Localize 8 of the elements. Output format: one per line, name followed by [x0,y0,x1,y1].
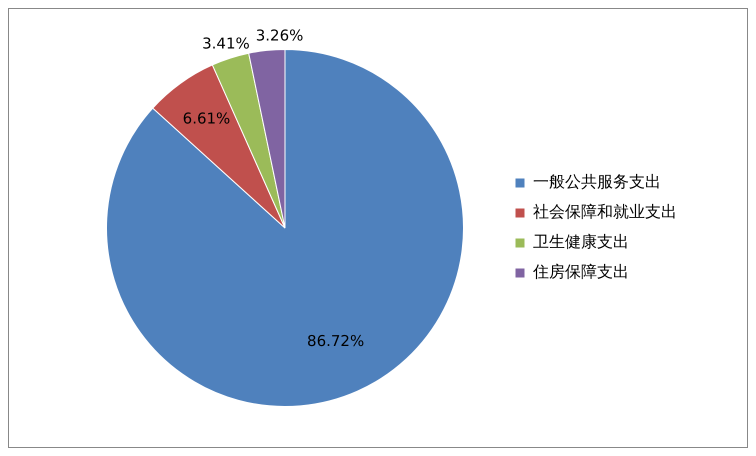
legend-label: 一般公共服务支出 [533,172,661,192]
legend-label: 住房保障支出 [532,262,629,282]
legend-label: 卫生健康支出 [533,232,629,252]
data-label: 3.41% [202,34,250,53]
legend-label: 社会保障和就业支出 [533,202,677,222]
data-label: 3.26% [256,26,304,44]
data-label: 6.61% [182,109,230,128]
data-label: 86.72% [307,332,364,350]
